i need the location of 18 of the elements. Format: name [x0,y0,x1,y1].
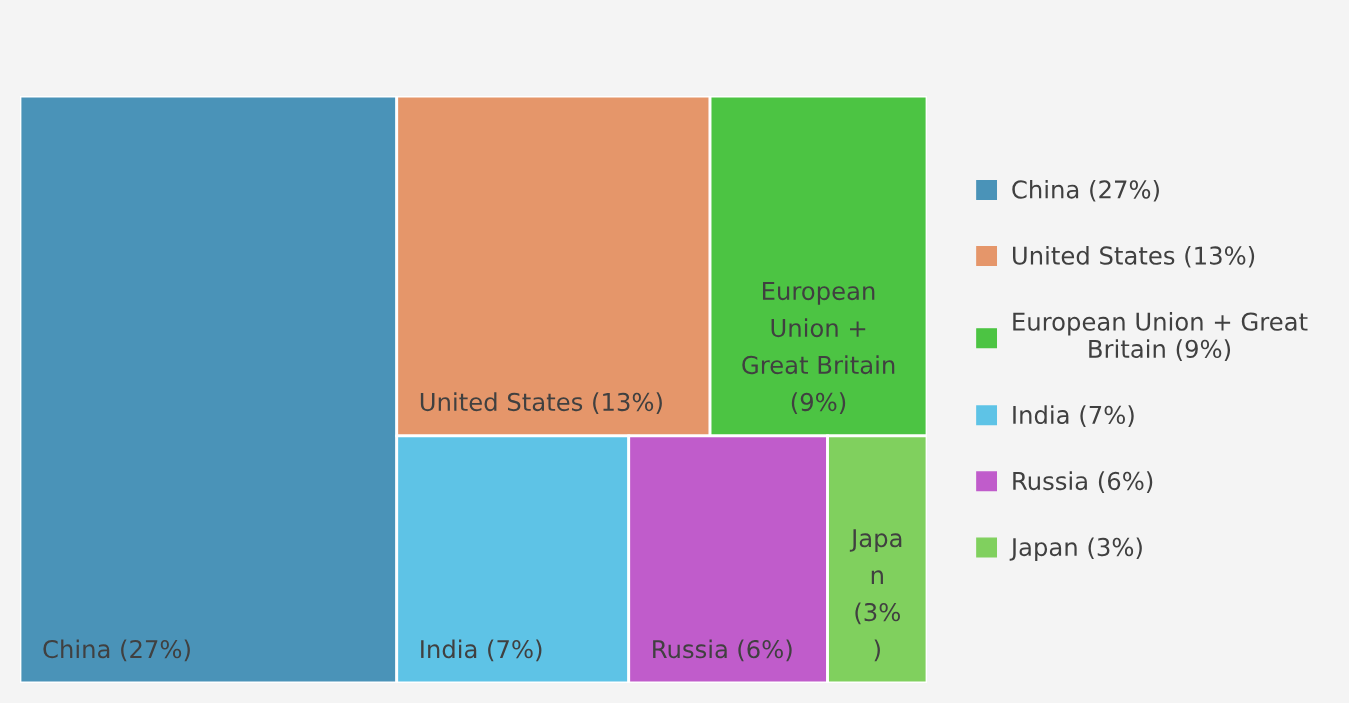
data-label: (6%) [738,639,792,662]
data-label: (27%) [121,639,190,662]
data-label: (9%) [791,392,846,414]
series-label: United States [420,392,583,412]
data-label: (13%) [593,392,662,414]
data-label: (7%) [488,639,542,662]
series-label: India [421,639,477,659]
text: European Union + Great Britain (9%) [1013,311,1308,361]
data-label: (3%) [855,602,900,662]
text: China (27%) [1012,179,1159,202]
series-label: China [43,639,110,659]
series-label: European Union + Great Britain [742,282,895,375]
series-label: Russia [653,639,727,659]
text: India (7%) [1013,405,1134,427]
text: Japan (3%) [1009,537,1142,561]
text: United States (13%) [1013,245,1255,268]
series-label: Japan [849,529,902,584]
text: Russia (6%) [1013,471,1153,493]
